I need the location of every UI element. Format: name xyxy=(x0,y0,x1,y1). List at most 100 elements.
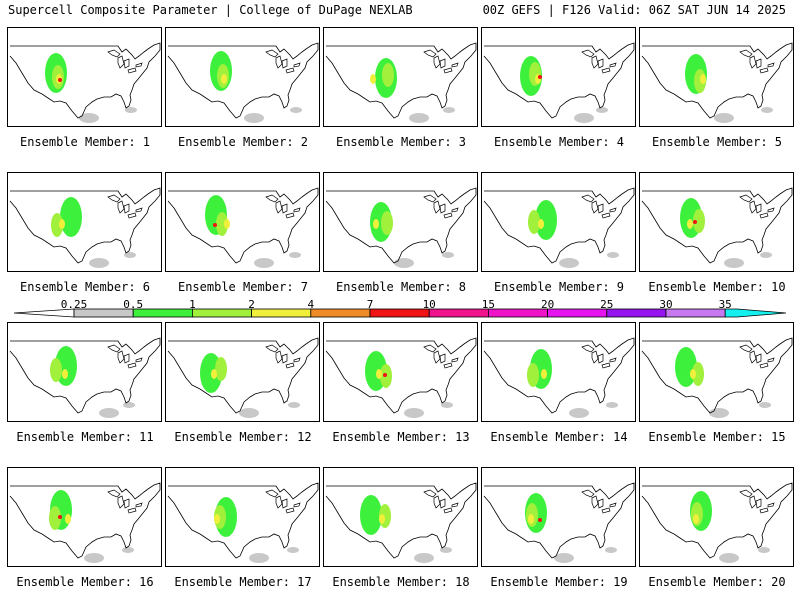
parameter-contour xyxy=(122,547,134,553)
great-lake xyxy=(107,194,121,203)
ensemble-member-label: Ensemble Member: 3 xyxy=(335,135,467,149)
ensemble-member-label: Ensemble Member: 8 xyxy=(335,280,467,294)
great-lake xyxy=(293,502,301,508)
great-lake xyxy=(609,207,617,213)
great-lake xyxy=(767,207,775,213)
ensemble-map-panel xyxy=(165,172,320,272)
us-map xyxy=(641,42,793,123)
great-lake xyxy=(117,55,125,69)
great-lake xyxy=(281,58,288,69)
parameter-contour xyxy=(404,408,424,418)
colorbar-segment xyxy=(606,308,667,318)
coastline-border xyxy=(325,337,477,414)
parameter-contour xyxy=(724,258,744,268)
great-lake xyxy=(581,489,595,498)
great-lake xyxy=(443,212,453,219)
parameter-contour xyxy=(288,402,300,408)
parameter-contour xyxy=(535,200,557,240)
parameter-contour xyxy=(528,514,534,524)
ensemble-member-label: Ensemble Member: 6 xyxy=(19,280,151,294)
great-lake xyxy=(767,357,775,363)
great-lake xyxy=(423,489,437,498)
great-lake xyxy=(601,507,611,514)
great-lake xyxy=(451,502,459,508)
ensemble-map-panel xyxy=(481,172,636,272)
colorbar-tick-label: 1 xyxy=(189,298,196,311)
great-lake xyxy=(107,489,121,498)
great-lake xyxy=(581,49,595,58)
parameter-contour xyxy=(559,258,579,268)
coastline-border xyxy=(483,482,635,559)
parameter-contour xyxy=(441,402,453,408)
parameter-contour xyxy=(693,220,697,224)
great-lake xyxy=(443,362,453,369)
ensemble-map-panel xyxy=(639,467,794,567)
parameter-contour xyxy=(538,219,544,229)
ensemble-member-label: Ensemble Member: 13 xyxy=(332,430,470,444)
parameter-contour xyxy=(58,78,62,82)
coastline-border xyxy=(641,187,793,264)
ensemble-member-label: Ensemble Member: 5 xyxy=(651,135,783,149)
coastline-border xyxy=(9,187,161,264)
parameter-contour xyxy=(440,547,452,553)
parameter-contour xyxy=(249,553,269,563)
parameter-contour xyxy=(290,107,302,113)
us-map xyxy=(325,482,477,563)
us-map xyxy=(325,337,477,418)
us-map xyxy=(9,337,161,418)
ensemble-member-label: Ensemble Member: 14 xyxy=(490,430,628,444)
parameter-contour xyxy=(528,210,540,234)
ensemble-map-panel xyxy=(639,172,794,272)
great-lake xyxy=(123,353,130,364)
great-lake xyxy=(423,49,437,58)
ensemble-member-label: Ensemble Member: 4 xyxy=(493,135,625,149)
parameter-contour xyxy=(381,211,393,235)
great-lake xyxy=(755,353,762,364)
colorbar-tick-label: 0.25 xyxy=(60,298,88,311)
colorbar-tick-label: 15 xyxy=(481,298,496,311)
parameter-contour xyxy=(99,408,119,418)
great-lake xyxy=(423,344,437,353)
ensemble-member-label: Ensemble Member: 15 xyxy=(648,430,786,444)
great-lake xyxy=(107,344,121,353)
ensemble-member-label: Ensemble Member: 9 xyxy=(493,280,625,294)
great-lake xyxy=(451,357,459,363)
great-lake xyxy=(439,498,446,509)
coastline-border xyxy=(483,187,635,264)
parameter-contour xyxy=(761,107,773,113)
great-lake xyxy=(127,212,137,219)
great-lake xyxy=(433,200,441,214)
great-lake xyxy=(117,495,125,509)
great-lake xyxy=(755,58,762,69)
great-lake xyxy=(117,350,125,364)
ensemble-member-label: Ensemble Member: 17 xyxy=(174,575,312,589)
coastline-border xyxy=(325,42,477,119)
colorbar-segment xyxy=(310,308,371,318)
parameter-contour xyxy=(574,113,594,123)
colorbar-segment xyxy=(487,308,548,318)
colorbar-tick-label: 25 xyxy=(600,298,614,311)
great-lake xyxy=(439,353,446,364)
great-lake xyxy=(581,344,595,353)
parameter-contour xyxy=(58,515,62,519)
great-lake xyxy=(609,62,617,68)
ensemble-member-label: Ensemble Member: 20 xyxy=(648,575,786,589)
great-lake xyxy=(755,498,762,509)
colorbar-segment xyxy=(191,308,252,318)
parameter-contour xyxy=(442,252,454,258)
coastline-border xyxy=(9,482,161,559)
ensemble-map-panel xyxy=(481,467,636,567)
coastline-border xyxy=(641,482,793,559)
us-map xyxy=(483,187,635,268)
great-lake xyxy=(135,62,143,68)
great-lake xyxy=(265,489,279,498)
great-lake xyxy=(433,495,441,509)
ensemble-map-panel xyxy=(639,322,794,422)
parameter-contour xyxy=(376,369,382,379)
great-lake xyxy=(759,362,769,369)
parameter-contour xyxy=(760,252,772,258)
ensemble-member-label: Ensemble Member: 12 xyxy=(174,430,312,444)
ensemble-map-panel xyxy=(7,27,162,127)
parameter-contour xyxy=(383,373,387,377)
great-lake xyxy=(581,194,595,203)
